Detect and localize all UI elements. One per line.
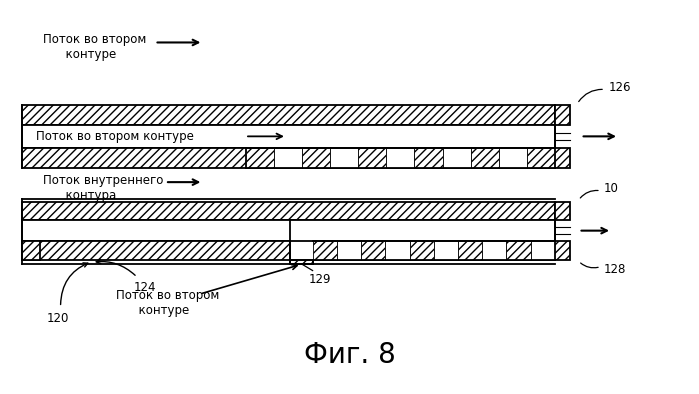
Bar xyxy=(434,241,458,260)
Bar xyxy=(22,148,246,168)
Bar xyxy=(385,241,410,260)
Bar xyxy=(302,148,330,168)
Bar xyxy=(470,148,498,168)
Text: 120: 120 xyxy=(47,312,69,325)
Bar xyxy=(312,241,337,260)
Bar xyxy=(274,148,302,168)
Text: 129: 129 xyxy=(309,273,331,286)
Bar xyxy=(555,148,570,168)
Bar xyxy=(531,241,555,260)
FancyArrowPatch shape xyxy=(580,190,598,198)
Text: Поток внутреннего
      контура: Поток внутреннего контура xyxy=(43,173,164,201)
Text: 124: 124 xyxy=(134,281,156,294)
Bar xyxy=(527,148,555,168)
Bar xyxy=(482,241,507,260)
Text: Поток во втором контуре: Поток во втором контуре xyxy=(36,130,194,143)
Bar xyxy=(337,241,361,260)
FancyArrowPatch shape xyxy=(61,263,88,305)
Bar xyxy=(555,241,570,260)
FancyArrowPatch shape xyxy=(96,259,135,275)
Bar xyxy=(22,221,555,241)
Bar xyxy=(330,148,359,168)
Bar xyxy=(22,105,555,125)
Bar xyxy=(415,148,442,168)
Text: Поток во втором
      контуре: Поток во втором контуре xyxy=(116,289,219,317)
Bar xyxy=(22,202,555,221)
Bar xyxy=(22,125,555,148)
Bar xyxy=(246,148,274,168)
Bar xyxy=(387,148,415,168)
Text: Фиг. 8: Фиг. 8 xyxy=(303,341,396,369)
Text: 126: 126 xyxy=(609,81,631,94)
Bar xyxy=(458,241,482,260)
Bar xyxy=(290,260,312,264)
Bar xyxy=(555,105,570,125)
Text: 10: 10 xyxy=(604,182,619,195)
Text: 128: 128 xyxy=(604,263,626,276)
Text: Поток во втором
      контуре: Поток во втором контуре xyxy=(43,33,147,61)
Bar xyxy=(361,241,385,260)
FancyArrowPatch shape xyxy=(581,263,598,268)
Bar xyxy=(442,148,470,168)
Bar xyxy=(498,148,527,168)
FancyArrowPatch shape xyxy=(579,89,603,102)
Bar xyxy=(22,241,40,260)
Bar xyxy=(555,202,570,221)
Bar xyxy=(410,241,434,260)
Bar xyxy=(359,148,387,168)
Bar xyxy=(22,241,290,260)
Bar xyxy=(507,241,531,260)
